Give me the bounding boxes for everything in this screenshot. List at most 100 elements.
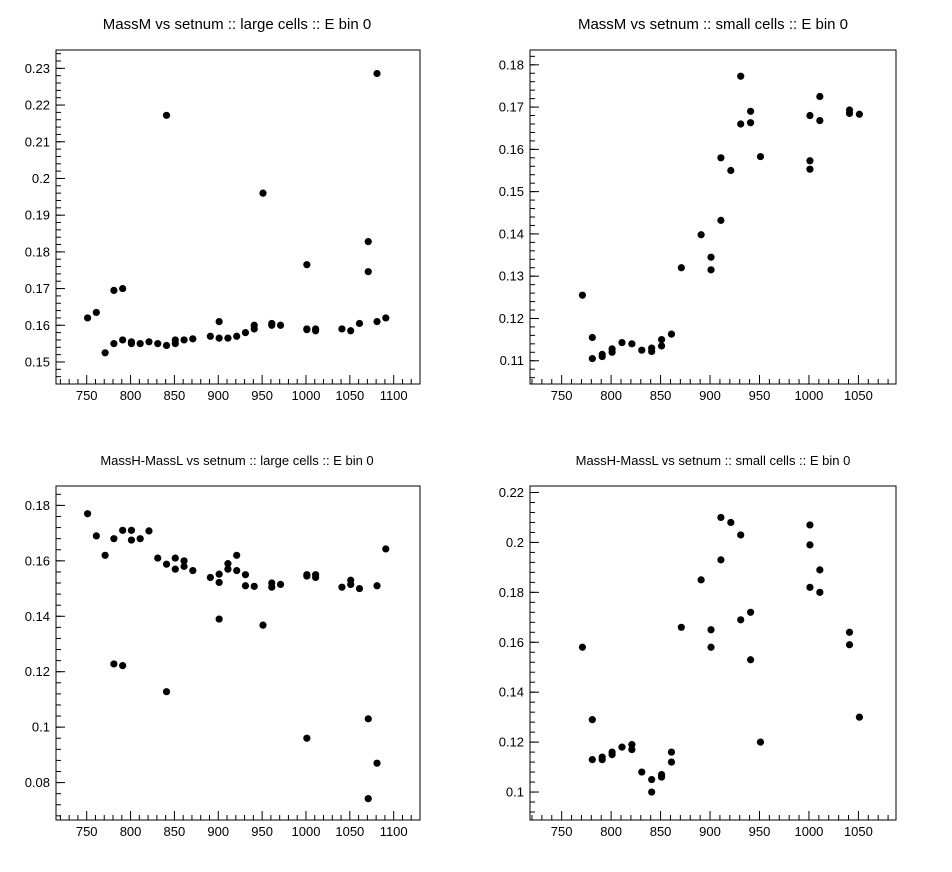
- data-point: [746, 119, 755, 127]
- data-point: [119, 284, 127, 293]
- data-point: [756, 738, 765, 746]
- y-tick-label: 0.16: [499, 635, 524, 650]
- data-point: [355, 584, 364, 593]
- data-point: [737, 72, 745, 80]
- data-point: [101, 551, 109, 559]
- data-point: [189, 566, 197, 575]
- data-point: [707, 626, 715, 634]
- y-tick-label: 0.15: [499, 184, 524, 199]
- data-point: [697, 576, 705, 584]
- data-point: [145, 338, 153, 346]
- data-point: [657, 342, 666, 350]
- data-point: [578, 643, 587, 651]
- data-point: [215, 615, 223, 623]
- plot-frame: [55, 49, 421, 385]
- data-point: [816, 92, 824, 101]
- data-point: [276, 321, 285, 329]
- data-point: [737, 120, 745, 128]
- chart-title: MassM vs setnum :: large cells :: E bin …: [103, 16, 371, 33]
- data-point: [83, 510, 92, 518]
- x-tick-label: 950: [251, 388, 273, 403]
- data-point: [127, 536, 136, 544]
- data-point: [806, 541, 814, 549]
- panel-massm-small-cells: MassM vs setnum :: small cells :: E bin …: [499, 16, 897, 403]
- data-point: [667, 330, 676, 338]
- y-tick-label: 0.1: [506, 785, 524, 800]
- data-point: [171, 554, 179, 562]
- data-point: [364, 268, 372, 276]
- x-tick-label: 1050: [335, 388, 364, 403]
- data-point: [667, 748, 676, 756]
- data-point: [707, 266, 715, 274]
- data-point: [268, 583, 276, 591]
- y-tick-label: 0.23: [25, 61, 50, 76]
- data-point: [171, 565, 179, 573]
- data-point: [845, 628, 854, 636]
- data-point: [707, 643, 715, 651]
- data-point: [338, 325, 346, 333]
- data-point: [845, 641, 854, 649]
- data-point: [276, 580, 285, 588]
- data-point: [382, 545, 390, 553]
- data-point: [648, 347, 656, 356]
- y-tick-label: 0.22: [499, 485, 524, 500]
- data-point: [233, 332, 241, 340]
- panel-massh-massl-small-cells: MassH-MassL vs setnum :: small cells :: …: [499, 453, 897, 839]
- y-tick-label: 0.16: [499, 142, 524, 157]
- data-point: [110, 660, 118, 668]
- y-tick-label: 0.2: [32, 171, 50, 186]
- x-tick-label: 750: [76, 388, 98, 403]
- data-point: [845, 109, 854, 118]
- x-tick-label: 800: [600, 824, 622, 839]
- x-tick-label: 1050: [335, 824, 364, 839]
- x-tick-label: 900: [699, 824, 721, 839]
- data-point: [855, 110, 864, 118]
- x-tick-label: 800: [600, 388, 622, 403]
- data-point: [127, 526, 136, 534]
- x-tick-label: 1100: [380, 388, 408, 403]
- x-tick-label: 1000: [794, 388, 823, 403]
- data-point: [756, 152, 765, 161]
- x-tick-label: 1100: [380, 824, 408, 839]
- data-point: [667, 758, 676, 766]
- x-tick-label: 900: [207, 824, 229, 839]
- y-tick-label: 0.17: [499, 100, 524, 115]
- data-point: [259, 189, 267, 197]
- data-point: [162, 341, 171, 350]
- data-point: [119, 526, 127, 534]
- data-point: [638, 768, 646, 776]
- data-point: [806, 583, 814, 591]
- data-point: [303, 734, 311, 742]
- x-tick-label: 800: [120, 824, 142, 839]
- data-point: [136, 340, 144, 348]
- data-point: [746, 107, 755, 115]
- data-point: [233, 551, 241, 559]
- data-point: [189, 335, 197, 343]
- data-point: [347, 580, 355, 588]
- data-point: [162, 688, 171, 696]
- y-tick-label: 0.12: [499, 735, 524, 750]
- x-tick-label: 850: [650, 388, 672, 403]
- plot-frame: [55, 485, 421, 821]
- data-point: [588, 355, 596, 363]
- panel-massm-large-cells: MassM vs setnum :: large cells :: E bin …: [25, 16, 421, 403]
- data-point: [303, 572, 311, 580]
- x-tick-label: 1050: [844, 824, 873, 839]
- data-point: [215, 318, 223, 326]
- x-tick-label: 900: [699, 388, 721, 403]
- chart-title: MassM vs setnum :: small cells :: E bin …: [578, 16, 848, 33]
- data-point: [816, 588, 824, 596]
- data-point: [180, 562, 188, 570]
- data-point: [373, 582, 381, 590]
- x-tick-label: 850: [164, 824, 186, 839]
- data-point: [677, 623, 685, 631]
- data-point: [657, 336, 666, 344]
- data-point: [154, 340, 162, 348]
- data-point: [588, 716, 596, 724]
- y-tick-label: 0.18: [25, 498, 50, 513]
- data-point: [608, 345, 616, 353]
- y-tick-label: 0.18: [25, 244, 50, 259]
- data-point: [241, 582, 250, 590]
- data-point: [373, 69, 381, 78]
- y-tick-label: 0.16: [25, 318, 50, 333]
